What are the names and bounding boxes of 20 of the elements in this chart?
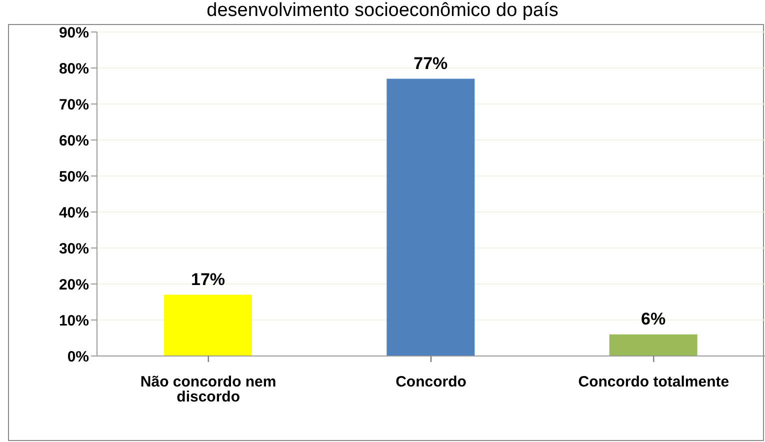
y-tick-label: 40% [58,204,89,222]
chart-title: desenvolvimento socioeconômico do país [206,0,560,22]
y-tick-label: 30% [58,240,89,258]
y-tick-label: 20% [58,276,89,294]
y-tick-label: 90% [58,24,89,42]
bar [164,294,252,356]
y-tick-label: 70% [58,96,89,114]
y-tick-label: 60% [58,132,89,150]
x-tick-label: Concordo totalmente [578,374,730,391]
y-tick-label: 10% [58,312,89,330]
x-tick-label: Concordo [396,374,466,391]
data-label: 77% [414,54,448,73]
data-label: 17% [190,270,226,289]
y-tick-label: 80% [58,60,89,78]
y-tick-label: 0% [67,348,89,366]
bar [386,78,475,356]
bar [609,334,698,356]
x-tick-label: Não concordo nem discordo [140,374,276,406]
y-tick-label: 50% [58,168,89,186]
data-label: 6% [641,309,666,328]
